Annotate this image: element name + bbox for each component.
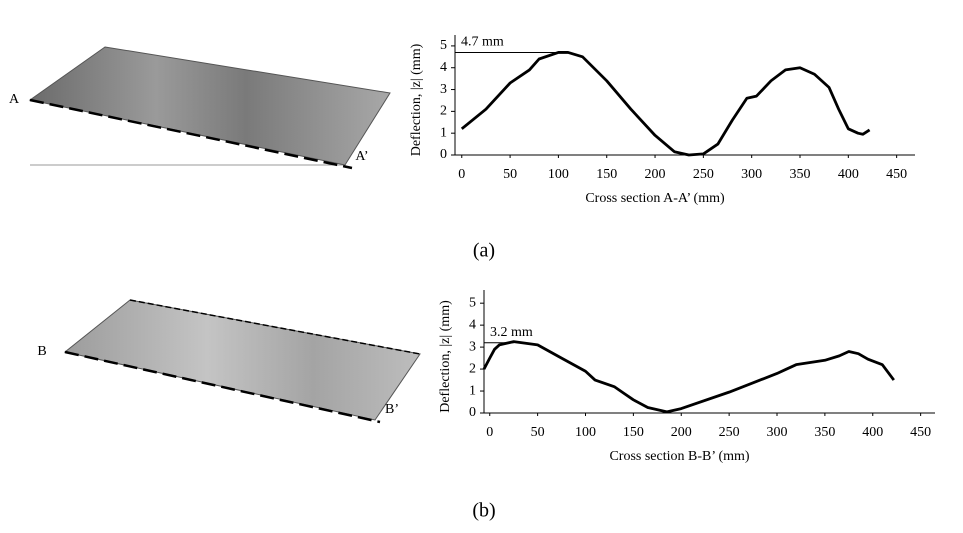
x-axis-label: Cross section A-A’ (mm) bbox=[585, 191, 725, 206]
x-tick-label: 0 bbox=[458, 167, 465, 182]
y-tick-label: 3 bbox=[469, 339, 476, 354]
plate-label: A’ bbox=[355, 149, 368, 164]
x-tick-label: 400 bbox=[838, 167, 859, 182]
data-line bbox=[482, 340, 895, 414]
y-tick-label: 0 bbox=[440, 147, 447, 162]
plate-label: B bbox=[37, 344, 46, 359]
x-tick-label: 250 bbox=[693, 167, 714, 182]
x-tick-label: 100 bbox=[548, 167, 569, 182]
x-tick-label: 450 bbox=[910, 425, 931, 440]
x-tick-label: 250 bbox=[719, 425, 740, 440]
plate-label: A bbox=[9, 92, 20, 107]
data-line bbox=[460, 51, 871, 157]
caption: (a) bbox=[473, 240, 495, 262]
annotation-text: 3.2 mm bbox=[490, 325, 533, 340]
x-tick-label: 350 bbox=[814, 425, 835, 440]
annotation-text: 4.7 mm bbox=[461, 35, 504, 50]
caption: (b) bbox=[472, 500, 495, 522]
x-tick-label: 200 bbox=[671, 425, 692, 440]
y-axis-label: Deflection, |z| (mm) bbox=[438, 300, 453, 413]
x-tick-label: 450 bbox=[886, 167, 907, 182]
x-tick-label: 400 bbox=[862, 425, 883, 440]
x-tick-label: 50 bbox=[531, 425, 545, 440]
x-tick-label: 200 bbox=[645, 167, 666, 182]
x-tick-label: 100 bbox=[575, 425, 596, 440]
x-axis-label: Cross section B-B’ (mm) bbox=[609, 449, 749, 464]
x-tick-label: 150 bbox=[596, 167, 617, 182]
y-tick-label: 1 bbox=[469, 383, 476, 398]
y-tick-label: 5 bbox=[469, 295, 476, 310]
y-tick-label: 5 bbox=[440, 38, 447, 53]
x-tick-label: 300 bbox=[741, 167, 762, 182]
x-tick-label: 50 bbox=[503, 167, 517, 182]
x-tick-label: 300 bbox=[767, 425, 788, 440]
plate-label: B’ bbox=[385, 402, 399, 417]
y-tick-label: 0 bbox=[469, 405, 476, 420]
y-tick-label: 1 bbox=[440, 125, 447, 140]
plate-a bbox=[28, 46, 391, 170]
y-tick-label: 3 bbox=[440, 82, 447, 97]
y-axis-label: Deflection, |z| (mm) bbox=[409, 43, 424, 156]
y-tick-label: 2 bbox=[469, 361, 476, 376]
x-tick-label: 350 bbox=[790, 167, 811, 182]
y-tick-label: 2 bbox=[440, 104, 447, 119]
x-tick-label: 150 bbox=[623, 425, 644, 440]
y-tick-label: 4 bbox=[440, 60, 447, 75]
plate-b bbox=[63, 299, 421, 424]
y-tick-label: 4 bbox=[469, 317, 476, 332]
x-tick-label: 0 bbox=[486, 425, 493, 440]
